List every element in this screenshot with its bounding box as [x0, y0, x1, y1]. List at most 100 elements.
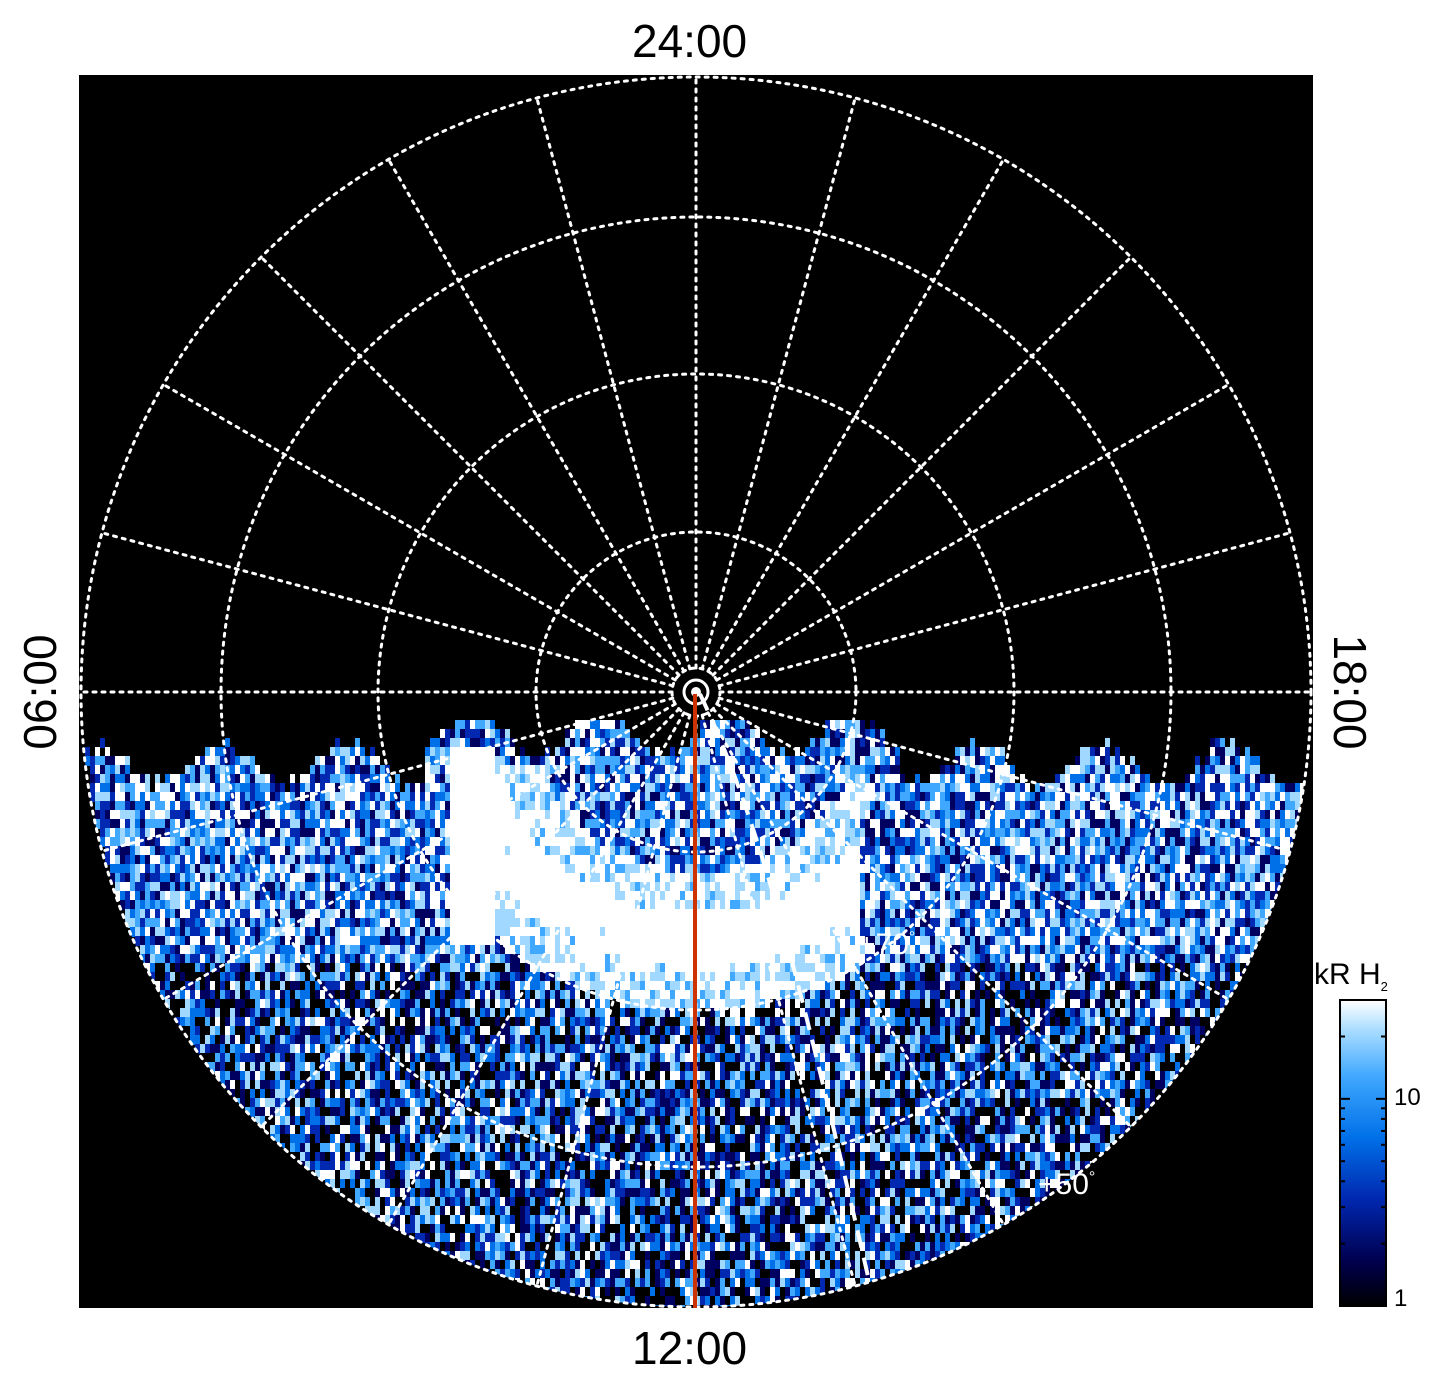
emission-pixel [1225, 918, 1230, 928]
emission-pixel [275, 846, 280, 856]
emission-pixel [225, 864, 230, 874]
emission-pixel [615, 792, 620, 802]
emission-pixel [910, 792, 915, 802]
emission-pixel [465, 765, 470, 775]
emission-pixel [600, 783, 605, 793]
emission-pixel [350, 864, 355, 874]
emission-pixel [530, 927, 535, 937]
emission-pixel [255, 828, 260, 838]
emission-pixel [1210, 837, 1215, 847]
emission-pixel [535, 855, 540, 865]
emission-pixel [735, 891, 740, 901]
emission-pixel [995, 747, 1000, 757]
emission-pixel [405, 810, 410, 820]
emission-pixel [130, 792, 135, 802]
emission-pixel [535, 891, 540, 901]
emission-pixel [820, 774, 825, 784]
emission-pixel [360, 792, 365, 802]
emission-pixel [430, 756, 435, 766]
emission-pixel [585, 927, 590, 937]
emission-pixel [1140, 828, 1145, 838]
emission-pixel [835, 747, 840, 757]
emission-pixel [520, 900, 525, 910]
emission-pixel [435, 891, 440, 901]
emission-pixel [330, 846, 335, 856]
emission-pixel [140, 900, 145, 910]
emission-pixel [1085, 774, 1090, 784]
emission-pixel [290, 819, 295, 829]
emission-pixel [510, 864, 515, 874]
emission-pixel [150, 927, 155, 937]
emission-pixel [1065, 900, 1070, 910]
emission-pixel [230, 810, 235, 820]
emission-pixel [935, 801, 940, 811]
emission-pixel [395, 918, 400, 928]
emission-pixel [335, 873, 340, 883]
emission-pixel [500, 927, 505, 937]
emission-pixel [1145, 927, 1150, 937]
emission-pixel [845, 882, 850, 892]
emission-pixel [1110, 873, 1115, 883]
emission-pixel [455, 855, 460, 865]
emission-pixel [1165, 837, 1170, 847]
emission-pixel [1170, 927, 1175, 937]
emission-pixel [1085, 747, 1090, 757]
emission-pixel [195, 909, 200, 919]
emission-pixel [355, 819, 360, 829]
emission-pixel [1090, 918, 1095, 928]
emission-pixel [1255, 873, 1260, 883]
emission-pixel [1180, 927, 1185, 937]
emission-pixel [860, 828, 865, 838]
emission-pixel [1205, 882, 1210, 892]
emission-pixel [1055, 909, 1060, 919]
emission-pixel [460, 891, 465, 901]
emission-pixel [290, 792, 295, 802]
emission-pixel [375, 756, 380, 766]
emission-pixel [685, 801, 690, 811]
emission-pixel [130, 774, 135, 784]
emission-pixel [1000, 927, 1005, 937]
emission-pixel [1240, 810, 1245, 820]
emission-pixel [755, 891, 760, 901]
emission-pixel [450, 909, 455, 919]
emission-pixel [585, 792, 590, 802]
emission-pixel [105, 756, 110, 766]
emission-pixel [1130, 783, 1135, 793]
emission-pixel [585, 828, 590, 838]
emission-pixel [875, 882, 880, 892]
emission-pixel [110, 783, 115, 793]
emission-pixel [265, 882, 270, 892]
emission-pixel [1155, 792, 1160, 802]
emission-pixel [1000, 891, 1005, 901]
emission-pixel [355, 900, 360, 910]
emission-pixel [790, 765, 795, 775]
emission-pixel [660, 792, 665, 802]
emission-pixel [930, 819, 935, 829]
emission-pixel [260, 855, 265, 865]
emission-pixel [355, 873, 360, 883]
emission-pixel [330, 801, 335, 811]
emission-pixel [195, 864, 200, 874]
emission-pixel [250, 801, 255, 811]
emission-pixel [190, 792, 195, 802]
emission-pixel [390, 927, 395, 937]
emission-pixel [910, 846, 915, 856]
emission-pixel [760, 765, 765, 775]
emission-pixel [910, 873, 915, 883]
emission-pixel [665, 756, 670, 766]
emission-pixel [340, 774, 345, 784]
emission-pixel [1010, 891, 1015, 901]
emission-pixel [420, 918, 425, 928]
emission-pixel [680, 828, 685, 838]
emission-pixel [685, 783, 690, 793]
emission-pixel [1010, 927, 1015, 937]
emission-pixel [1140, 810, 1145, 820]
emission-pixel [1235, 882, 1240, 892]
emission-pixel [1115, 846, 1120, 856]
emission-pixel [820, 828, 825, 838]
emission-pixel [1100, 792, 1105, 802]
emission-pixel [1000, 900, 1005, 910]
emission-pixel [485, 909, 490, 919]
emission-pixel [815, 900, 820, 910]
emission-pixel [715, 810, 720, 820]
